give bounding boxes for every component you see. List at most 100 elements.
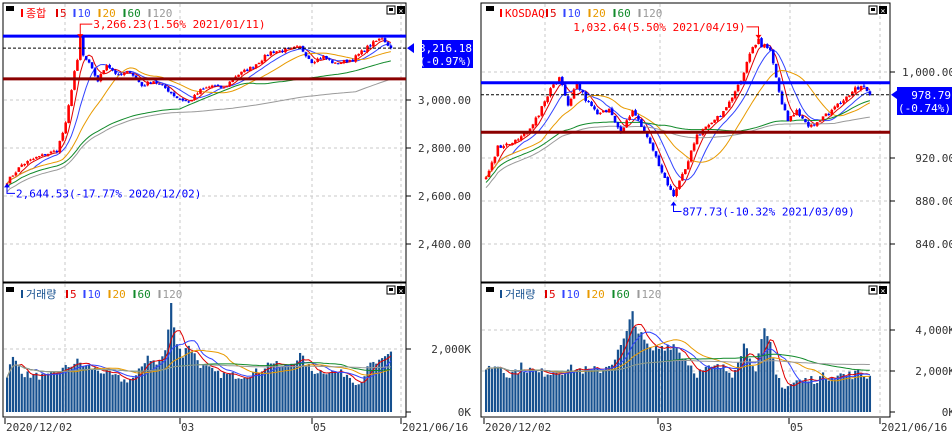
kospi-volume-bars <box>6 303 393 412</box>
volume-bar <box>807 381 810 412</box>
candle-body <box>17 167 21 172</box>
volume-bar <box>76 358 79 412</box>
kosdaq-candles <box>484 37 872 198</box>
candle-body <box>23 163 26 166</box>
candle-body <box>290 47 293 49</box>
candle-body <box>263 55 267 62</box>
kospi-volume-ma-lines <box>6 330 392 383</box>
legend-ma-marker-icon <box>588 9 591 17</box>
kospi-level-lines[interactable] <box>3 34 406 81</box>
candle-body <box>496 145 500 157</box>
legend-marker-icon <box>21 290 23 298</box>
candle-body <box>856 87 860 90</box>
kospi-window-buttons: × × <box>386 5 405 296</box>
candle-body <box>40 154 44 156</box>
volume-bar <box>266 362 269 412</box>
volume-bar <box>695 377 699 412</box>
volume-bar <box>328 372 331 412</box>
volume-bar <box>93 367 97 412</box>
volume-bar <box>613 359 617 412</box>
legend-ma20: 20 <box>592 288 605 301</box>
volume-bar <box>587 368 590 412</box>
volume-bar <box>693 373 696 412</box>
candle-body <box>684 169 687 175</box>
volume-bar <box>690 365 693 412</box>
volume-bar <box>281 366 284 412</box>
volume-bar <box>117 374 120 412</box>
volume-bar <box>243 377 246 412</box>
volume-bar <box>137 368 141 412</box>
candle-body <box>578 83 582 90</box>
volume-legend-ma-items: 5 10 20 60 120 <box>545 288 661 301</box>
date-mar: 03 <box>659 421 672 434</box>
volume-bar <box>558 373 561 412</box>
volume-bar <box>301 355 305 412</box>
kosdaq-panel: 1,032.64(5.50% 2021/04/19) 877.73(-10.32%… <box>480 2 952 419</box>
candle-body <box>818 120 822 122</box>
close-icon[interactable] <box>397 6 405 14</box>
close-icon[interactable] <box>397 286 405 294</box>
volume-bar <box>14 360 17 412</box>
volume-tick-label: 0K <box>942 406 952 419</box>
volume-bar <box>96 370 100 412</box>
volume-bar <box>260 371 264 412</box>
volume-bar <box>222 372 226 412</box>
volume-bar <box>82 365 85 412</box>
candle-body <box>58 140 62 153</box>
legend-ma-items: 5 10 20 60 120 <box>56 7 172 20</box>
candle-body <box>202 88 205 90</box>
volume-bar <box>596 368 599 412</box>
candle-body <box>689 150 693 162</box>
volume-bar <box>357 384 360 412</box>
candle-body <box>275 51 278 54</box>
volume-bar <box>234 378 237 412</box>
ma20-line <box>6 51 391 184</box>
candle-body <box>219 85 223 88</box>
volume-bar <box>184 348 187 412</box>
candle-body <box>67 105 70 123</box>
legend-ma20: 20 <box>593 7 606 20</box>
high-note: 1,032.64(5.50% 2021/04/19) <box>573 21 745 34</box>
volume-bar <box>862 375 866 412</box>
volume-bar <box>131 377 135 412</box>
candle-body <box>798 109 801 116</box>
volume-bar <box>6 377 9 412</box>
candle-body <box>35 156 38 159</box>
volume-bar <box>225 374 228 412</box>
volume-bar <box>73 363 76 412</box>
legend-ma-marker-icon <box>66 290 68 298</box>
volume-bar <box>20 373 23 412</box>
volume-bar <box>58 372 61 412</box>
volume-bar <box>383 356 387 412</box>
candle-body <box>102 70 106 74</box>
kosdaq-notes: 1,032.64(5.50% 2021/04/19) 877.73(-10.32%… <box>573 21 854 219</box>
candle-body <box>733 91 737 99</box>
volume-bar <box>181 357 184 412</box>
volume-bar <box>319 370 322 412</box>
candle-body <box>484 177 488 180</box>
candle-body <box>660 165 664 173</box>
legend-ma-marker-icon <box>83 290 86 298</box>
date-end: 2021/06/16 <box>402 421 468 434</box>
kosdaq-level-lines[interactable] <box>481 81 890 134</box>
candle-body <box>675 188 678 197</box>
candle-body <box>380 38 384 40</box>
volume-bar <box>739 356 743 412</box>
legend-ma120: 120 <box>163 288 183 301</box>
volume-ma120-line <box>6 364 391 378</box>
volume-bar <box>102 373 105 412</box>
candle-body <box>851 91 854 96</box>
volume-bar <box>41 373 44 412</box>
low-arrow-icon <box>670 201 677 206</box>
volume-bar <box>704 366 707 412</box>
volume-bar <box>736 362 740 412</box>
candle-body <box>123 72 126 75</box>
volume-bar <box>310 370 313 412</box>
close-icon[interactable] <box>879 6 887 14</box>
volume-bar <box>88 365 91 412</box>
legend-ma-marker-icon <box>563 9 566 17</box>
candle-body <box>125 71 129 73</box>
volume-bar <box>719 368 722 412</box>
volume-bar <box>190 351 193 412</box>
close-icon[interactable] <box>879 286 887 294</box>
